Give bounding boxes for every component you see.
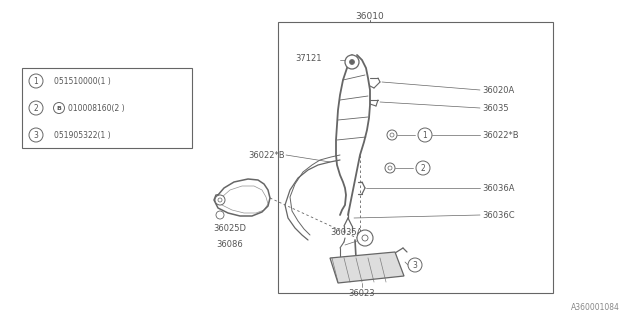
Text: 37121: 37121 bbox=[295, 53, 321, 62]
Text: 1: 1 bbox=[422, 131, 428, 140]
Circle shape bbox=[349, 60, 355, 65]
Text: 010008160(2 ): 010008160(2 ) bbox=[68, 103, 125, 113]
Circle shape bbox=[357, 230, 373, 246]
Circle shape bbox=[345, 55, 359, 69]
Circle shape bbox=[54, 102, 65, 114]
Text: 051510000(1 ): 051510000(1 ) bbox=[54, 76, 111, 85]
Circle shape bbox=[416, 161, 430, 175]
Text: 36036C: 36036C bbox=[482, 211, 515, 220]
Text: 36010: 36010 bbox=[356, 12, 385, 20]
Text: 36022*B: 36022*B bbox=[482, 131, 518, 140]
Text: 36023: 36023 bbox=[349, 289, 375, 298]
Bar bbox=[278, 22, 553, 293]
Text: 36025D: 36025D bbox=[214, 223, 246, 233]
Circle shape bbox=[390, 133, 394, 137]
Bar bbox=[22, 68, 192, 148]
Text: 3: 3 bbox=[413, 260, 417, 269]
Text: 36035: 36035 bbox=[482, 103, 509, 113]
Text: 36022*B: 36022*B bbox=[248, 150, 285, 159]
Text: 2: 2 bbox=[420, 164, 426, 172]
Circle shape bbox=[215, 195, 225, 205]
Circle shape bbox=[388, 166, 392, 170]
Text: 36036A: 36036A bbox=[482, 183, 515, 193]
Circle shape bbox=[29, 74, 43, 88]
Circle shape bbox=[385, 163, 395, 173]
Text: 051905322(1 ): 051905322(1 ) bbox=[54, 131, 111, 140]
Circle shape bbox=[218, 198, 222, 202]
Text: 2: 2 bbox=[34, 103, 38, 113]
Circle shape bbox=[362, 235, 368, 241]
Text: 36035A: 36035A bbox=[330, 228, 362, 236]
Circle shape bbox=[216, 211, 224, 219]
Text: 36086: 36086 bbox=[216, 239, 243, 249]
Polygon shape bbox=[330, 252, 404, 283]
Circle shape bbox=[418, 128, 432, 142]
Text: A360001084: A360001084 bbox=[571, 303, 620, 313]
Text: 3: 3 bbox=[33, 131, 38, 140]
Circle shape bbox=[29, 101, 43, 115]
Text: 1: 1 bbox=[34, 76, 38, 85]
Circle shape bbox=[387, 130, 397, 140]
Text: 36020A: 36020A bbox=[482, 85, 515, 94]
Circle shape bbox=[408, 258, 422, 272]
Text: B: B bbox=[56, 106, 61, 110]
Circle shape bbox=[29, 128, 43, 142]
